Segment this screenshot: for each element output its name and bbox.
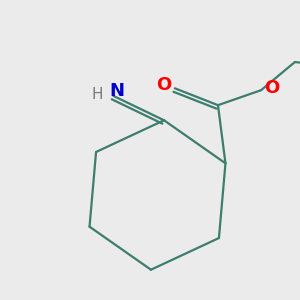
Text: O: O (264, 79, 279, 97)
Text: O: O (156, 76, 171, 94)
Text: H: H (92, 87, 103, 102)
Text: N: N (110, 82, 125, 100)
